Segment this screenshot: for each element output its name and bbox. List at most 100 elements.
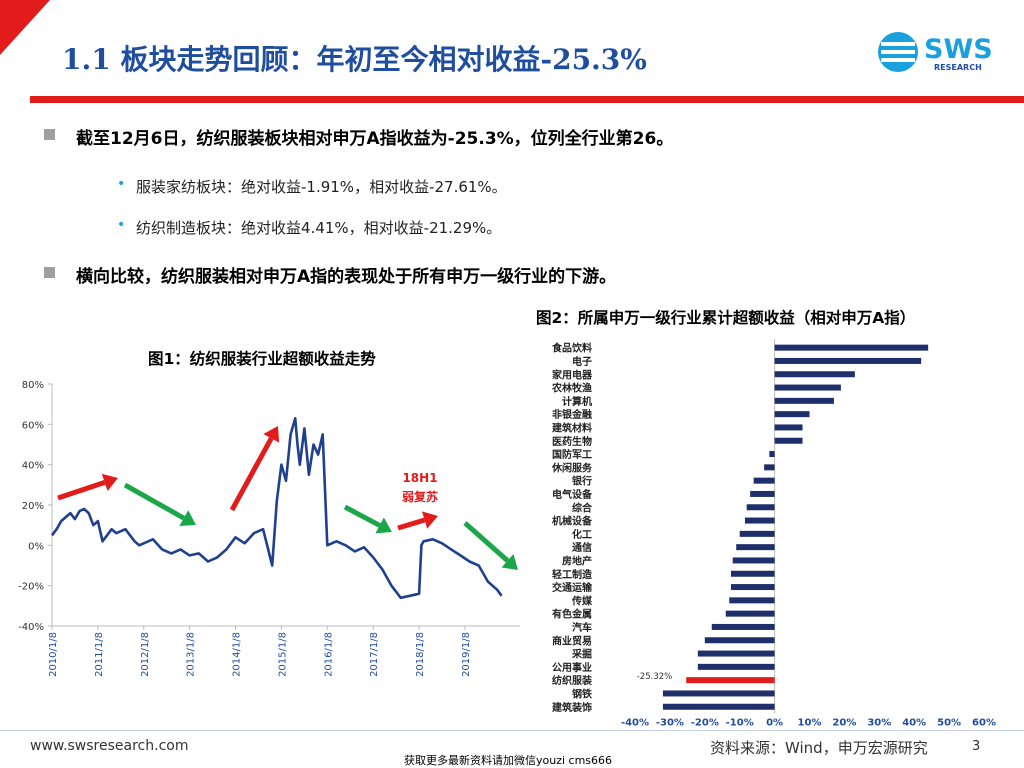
x-tick-label: 2011/1/8 <box>94 632 105 677</box>
page-title: 1.1 板块走势回顾：年初至今相对收益-25.3% <box>62 43 647 76</box>
category-label: 国防军工 <box>552 448 592 461</box>
figure2-title: 图2：所属申万一级行业累计超额收益（相对申万A指） <box>536 309 916 327</box>
x-tick-label: 10% <box>798 717 822 728</box>
footer-note: 获取更多最新资料请加微信youzi cms666 <box>404 754 613 767</box>
trend-arrowhead-icon <box>422 511 438 529</box>
x-tick-label: -40% <box>621 717 649 728</box>
category-label: 电气设备 <box>552 488 593 501</box>
bar <box>697 650 775 657</box>
logo-mark-icon <box>878 32 918 72</box>
trend-arrow-icon <box>57 480 106 501</box>
bar <box>732 557 775 564</box>
footer-website-link[interactable]: www.swsresearch.com <box>30 738 189 754</box>
x-tick-label: -20% <box>691 717 719 728</box>
footer-divider <box>0 730 1024 731</box>
trend-arrow-icon <box>229 437 274 512</box>
category-label: 农林牧渔 <box>551 382 592 395</box>
bar <box>774 411 810 418</box>
trend-arrow-icon <box>123 482 186 521</box>
bar <box>750 490 775 497</box>
data-label: -25.32% <box>637 672 672 682</box>
category-label: 食品饮料 <box>551 342 592 355</box>
x-tick-label: 2016/1/8 <box>323 632 334 677</box>
excess-return-series-line <box>50 417 503 600</box>
x-tick-label: 2012/1/8 <box>140 632 151 677</box>
category-label: 汽车 <box>572 621 592 634</box>
category-label: 机械设备 <box>552 515 593 528</box>
bullet-text: 横向比较，纺织服装相对申万A指的表现处于所有申万一级行业的下游。 <box>76 267 617 287</box>
title-underline <box>30 96 1024 103</box>
y-tick-label: -40% <box>18 622 44 633</box>
bar <box>725 610 775 617</box>
bar <box>746 504 775 511</box>
bar <box>774 371 855 378</box>
x-tick-label: 0% <box>766 717 783 728</box>
trend-arrow-icon <box>397 517 426 531</box>
trend-arrow-icon <box>343 504 381 528</box>
y-axis: 80% 60% 40% 20% 0% -20% -40% <box>18 380 53 633</box>
category-label: 采掘 <box>571 648 592 661</box>
y-tick-label: 60% <box>22 420 44 431</box>
y-tick-label: 80% <box>22 380 44 391</box>
category-label: 电子 <box>572 355 592 368</box>
sws-logo: SWS RESEARCH <box>878 32 993 72</box>
x-tick-label: 2013/1/8 <box>186 632 197 677</box>
x-tick-label: 40% <box>902 717 926 728</box>
trend-arrows <box>57 426 518 570</box>
page-number: 3 <box>972 739 981 754</box>
industry-excess-return-bar-chart: -25.32% 食品饮料电子家用电器农林牧渔计算机非银金融建筑材料医药生物国防军… <box>551 339 996 728</box>
bar <box>711 623 775 630</box>
y-tick-label: 0% <box>28 541 44 552</box>
trend-arrowhead-icon <box>101 473 118 491</box>
bar <box>704 637 775 644</box>
category-label: 家用电器 <box>552 368 593 381</box>
category-label: 银行 <box>572 475 592 488</box>
bar <box>662 690 775 697</box>
category-label: 钢铁 <box>572 687 592 700</box>
x-tick-label: 2010/1/8 <box>48 632 59 677</box>
bar <box>686 677 775 684</box>
bar <box>769 451 775 458</box>
subbullet-text: 纺织制造板块：绝对收益4.41%，相对收益-21.29%。 <box>136 219 502 237</box>
annotation-label: 18H1 <box>402 471 437 485</box>
bar <box>774 344 929 351</box>
trend-arrowhead-icon <box>501 553 518 570</box>
bar <box>729 597 775 604</box>
bullet-square-icon <box>44 267 55 278</box>
category-label: 有色金属 <box>552 608 592 621</box>
subbullet-text: 服装家纺板块：绝对收益-1.91%，相对收益-27.61%。 <box>136 178 507 196</box>
x-tick-label: 2015/1/8 <box>277 632 288 677</box>
category-label: 化工 <box>572 528 592 541</box>
logo-text: SWS <box>924 34 993 65</box>
x-tick-label: 2018/1/8 <box>415 632 426 677</box>
bullet-dot-icon: • <box>117 176 126 192</box>
category-label: 综合 <box>572 501 593 514</box>
x-tick-label: 2014/1/8 <box>232 632 243 677</box>
category-label: 商业贸易 <box>552 634 592 647</box>
category-label: 交通运输 <box>552 581 593 594</box>
category-label: 传媒 <box>571 594 593 607</box>
x-tick-label: 50% <box>937 717 961 728</box>
trend-arrowhead-icon <box>375 517 392 534</box>
category-label: 计算机 <box>562 395 592 408</box>
category-label: 非银金融 <box>552 408 592 421</box>
y-tick-label: 20% <box>22 501 44 512</box>
bar <box>730 570 775 577</box>
bar <box>753 477 775 484</box>
category-label: 医药生物 <box>552 435 592 448</box>
bar <box>697 663 775 670</box>
bar <box>730 584 775 591</box>
bar <box>774 437 803 444</box>
y-tick-label: 40% <box>22 461 44 472</box>
category-labels: 食品饮料电子家用电器农林牧渔计算机非银金融建筑材料医药生物国防军工休闲服务银行电… <box>551 342 593 714</box>
category-label: 房地产 <box>562 554 592 567</box>
bar <box>774 397 834 404</box>
bar <box>739 530 775 537</box>
bar <box>764 464 775 471</box>
x-axis: 2010/1/8 2011/1/8 2012/1/8 2013/1/8 2014/1/8… <box>48 625 520 677</box>
bullet-text: 截至12月6日，纺织服装板块相对申万A指收益为-25.3%，位列全行业第26。 <box>76 129 674 149</box>
category-label: 公用事业 <box>552 661 592 674</box>
bullet-dot-icon: • <box>117 217 126 233</box>
bar <box>774 424 803 431</box>
logo-subtext: RESEARCH <box>934 63 982 72</box>
